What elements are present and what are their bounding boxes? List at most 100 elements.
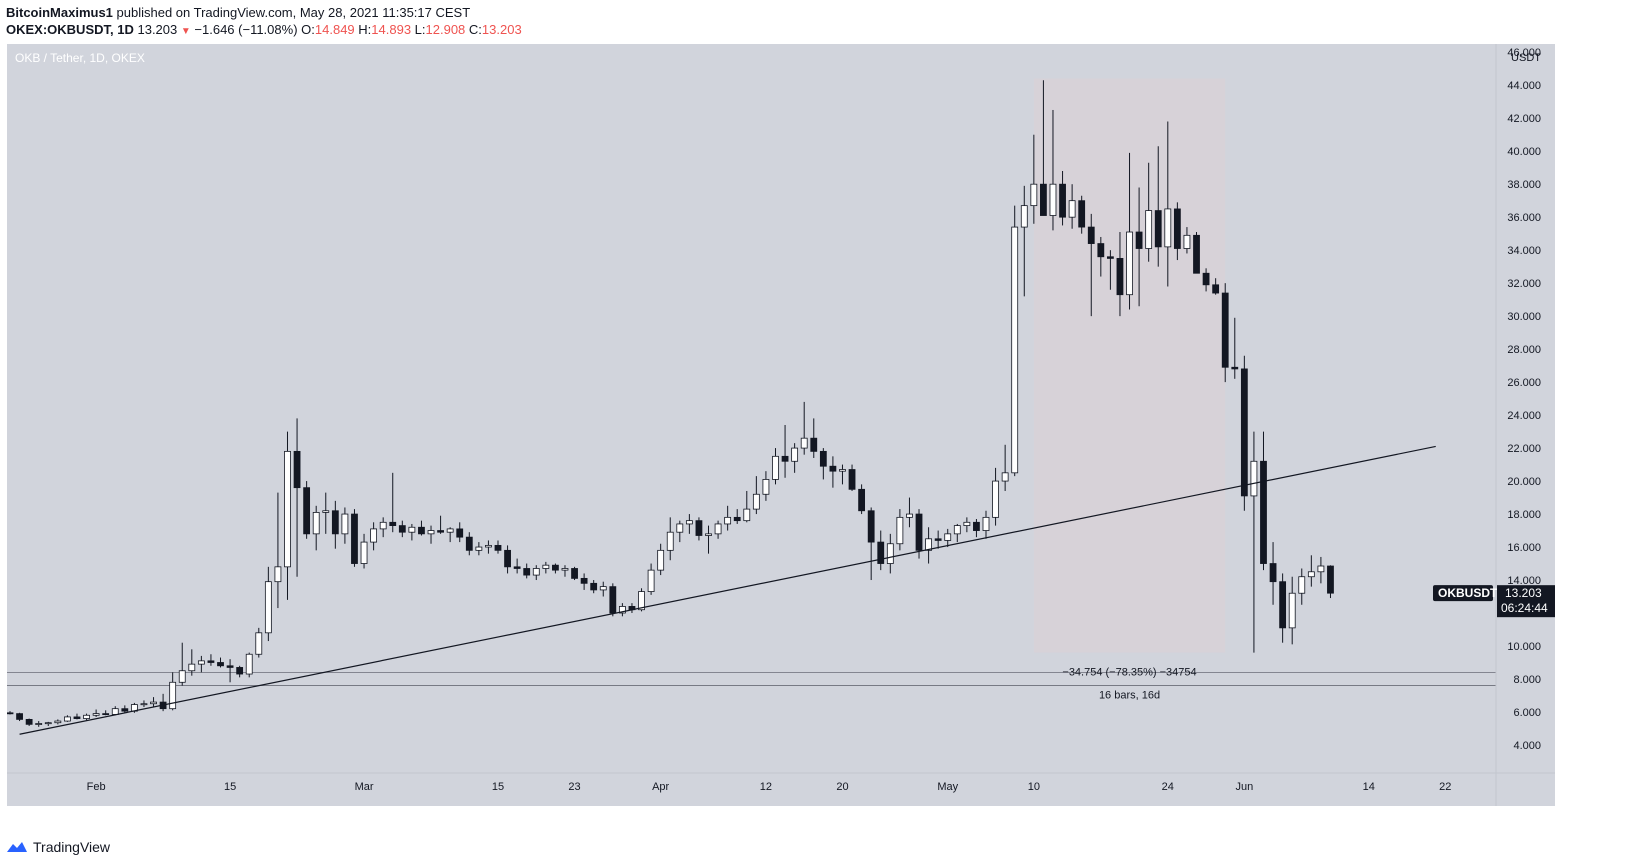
candle-body <box>647 569 655 592</box>
candle <box>752 476 760 515</box>
candle <box>724 505 732 531</box>
candle-body <box>810 437 818 452</box>
candle-body <box>102 713 110 716</box>
candle <box>1059 170 1066 226</box>
candle <box>657 543 665 576</box>
candle <box>523 563 531 579</box>
candle-body <box>475 546 483 551</box>
candle-body <box>781 455 789 462</box>
candle <box>188 649 196 676</box>
candle-body <box>523 568 531 576</box>
price-tick-label: 42.000 <box>1507 113 1541 125</box>
candle-body <box>877 541 885 564</box>
candle-body <box>188 663 196 672</box>
candle <box>1269 542 1277 605</box>
candle <box>1164 121 1172 287</box>
candle-body <box>1260 460 1267 564</box>
price-tick-label: 46.000 <box>1507 47 1541 59</box>
candle <box>886 533 894 574</box>
price-tick-label: 22.000 <box>1507 443 1541 455</box>
candle-body <box>953 525 961 535</box>
candle <box>1183 227 1191 254</box>
candle <box>245 652 253 678</box>
candle-body <box>1317 565 1325 573</box>
candle <box>408 523 416 541</box>
candle <box>1001 444 1009 491</box>
candle <box>25 718 33 726</box>
candle-body <box>1126 231 1133 296</box>
candle-body <box>207 660 215 663</box>
price-badge-group: OKBUSDT 13.203 06:24:44 <box>1433 585 1555 618</box>
candle <box>169 672 177 711</box>
candle-body <box>1097 243 1105 258</box>
candle-body <box>121 708 129 712</box>
time-axis[interactable]: Feb 15 Mar 15 23 Apr 12 20 May 10 24 Jun 14 22 <box>87 781 1452 793</box>
candle <box>1049 109 1057 231</box>
candle <box>92 709 100 717</box>
candle <box>1327 565 1334 599</box>
candle-body <box>437 530 444 533</box>
candle <box>1020 185 1028 297</box>
candle <box>1126 152 1133 310</box>
candle-body <box>236 667 244 675</box>
candlestick-chart[interactable]: OKB / Tether, 1D, OKEX −34.754 (−78.35%)… <box>7 44 1555 806</box>
candle-body <box>973 521 980 531</box>
candle <box>963 517 971 533</box>
symbol-title: OKEX:OKBUSDT, 1D <box>6 22 134 37</box>
candle-body <box>54 720 62 724</box>
candle-body <box>1240 368 1248 497</box>
candle-body <box>456 528 464 538</box>
candle-body <box>322 510 330 513</box>
candle <box>925 527 932 564</box>
price-axis[interactable]: 4.0006.0008.00010.00012.00014.00016.0001… <box>1507 47 1541 752</box>
price-tick-label: 34.000 <box>1507 245 1541 257</box>
candle-body <box>1164 208 1172 248</box>
candle <box>494 540 502 554</box>
candle-body <box>427 530 435 535</box>
candle-body <box>465 536 473 551</box>
chart-pane[interactable]: OKB / Tether, 1D, OKEX −34.754 (−78.35%)… <box>7 44 1555 806</box>
price-tick-label: 44.000 <box>1507 80 1541 92</box>
candle-body <box>1068 200 1076 218</box>
candle <box>666 517 674 561</box>
candle-body <box>1020 205 1028 228</box>
candle-body <box>676 523 684 533</box>
publish-text: published on TradingView.com, May 28, 20… <box>112 5 471 20</box>
trendline[interactable] <box>19 445 1436 735</box>
candle-body <box>992 480 999 518</box>
candle <box>906 497 913 528</box>
candle <box>1240 355 1248 511</box>
time-tick-label: 23 <box>568 781 580 793</box>
candle <box>618 603 626 617</box>
footer-brand[interactable]: TradingView <box>6 839 110 855</box>
time-tick-label: Apr <box>652 781 669 793</box>
candle <box>1011 205 1019 477</box>
time-tick-label: 10 <box>1028 781 1040 793</box>
candle <box>16 712 23 722</box>
candle <box>714 520 722 539</box>
candle <box>685 514 693 534</box>
candle-body <box>618 606 626 614</box>
candle <box>1193 232 1200 274</box>
candle-body <box>73 716 81 719</box>
candle <box>561 565 569 577</box>
candle-body <box>312 512 320 535</box>
candle-body <box>858 488 866 512</box>
candle-body <box>1298 576 1306 594</box>
time-tick-label: 15 <box>224 781 236 793</box>
last-price: 13.203 <box>137 22 178 37</box>
price-tick-label: 24.000 <box>1507 410 1541 422</box>
candle-body <box>542 564 550 569</box>
open-value: 14.849 <box>314 22 355 37</box>
candle-body <box>485 544 492 548</box>
candle <box>858 484 866 515</box>
author-name[interactable]: BitcoinMaximus1 <box>6 5 113 20</box>
candle <box>743 490 751 523</box>
candle <box>695 517 703 541</box>
candle-body <box>638 591 645 611</box>
time-tick-label: 22 <box>1439 781 1451 793</box>
candle-body <box>724 516 732 525</box>
candle <box>456 522 464 543</box>
candle <box>1173 202 1181 261</box>
candle <box>197 655 205 673</box>
